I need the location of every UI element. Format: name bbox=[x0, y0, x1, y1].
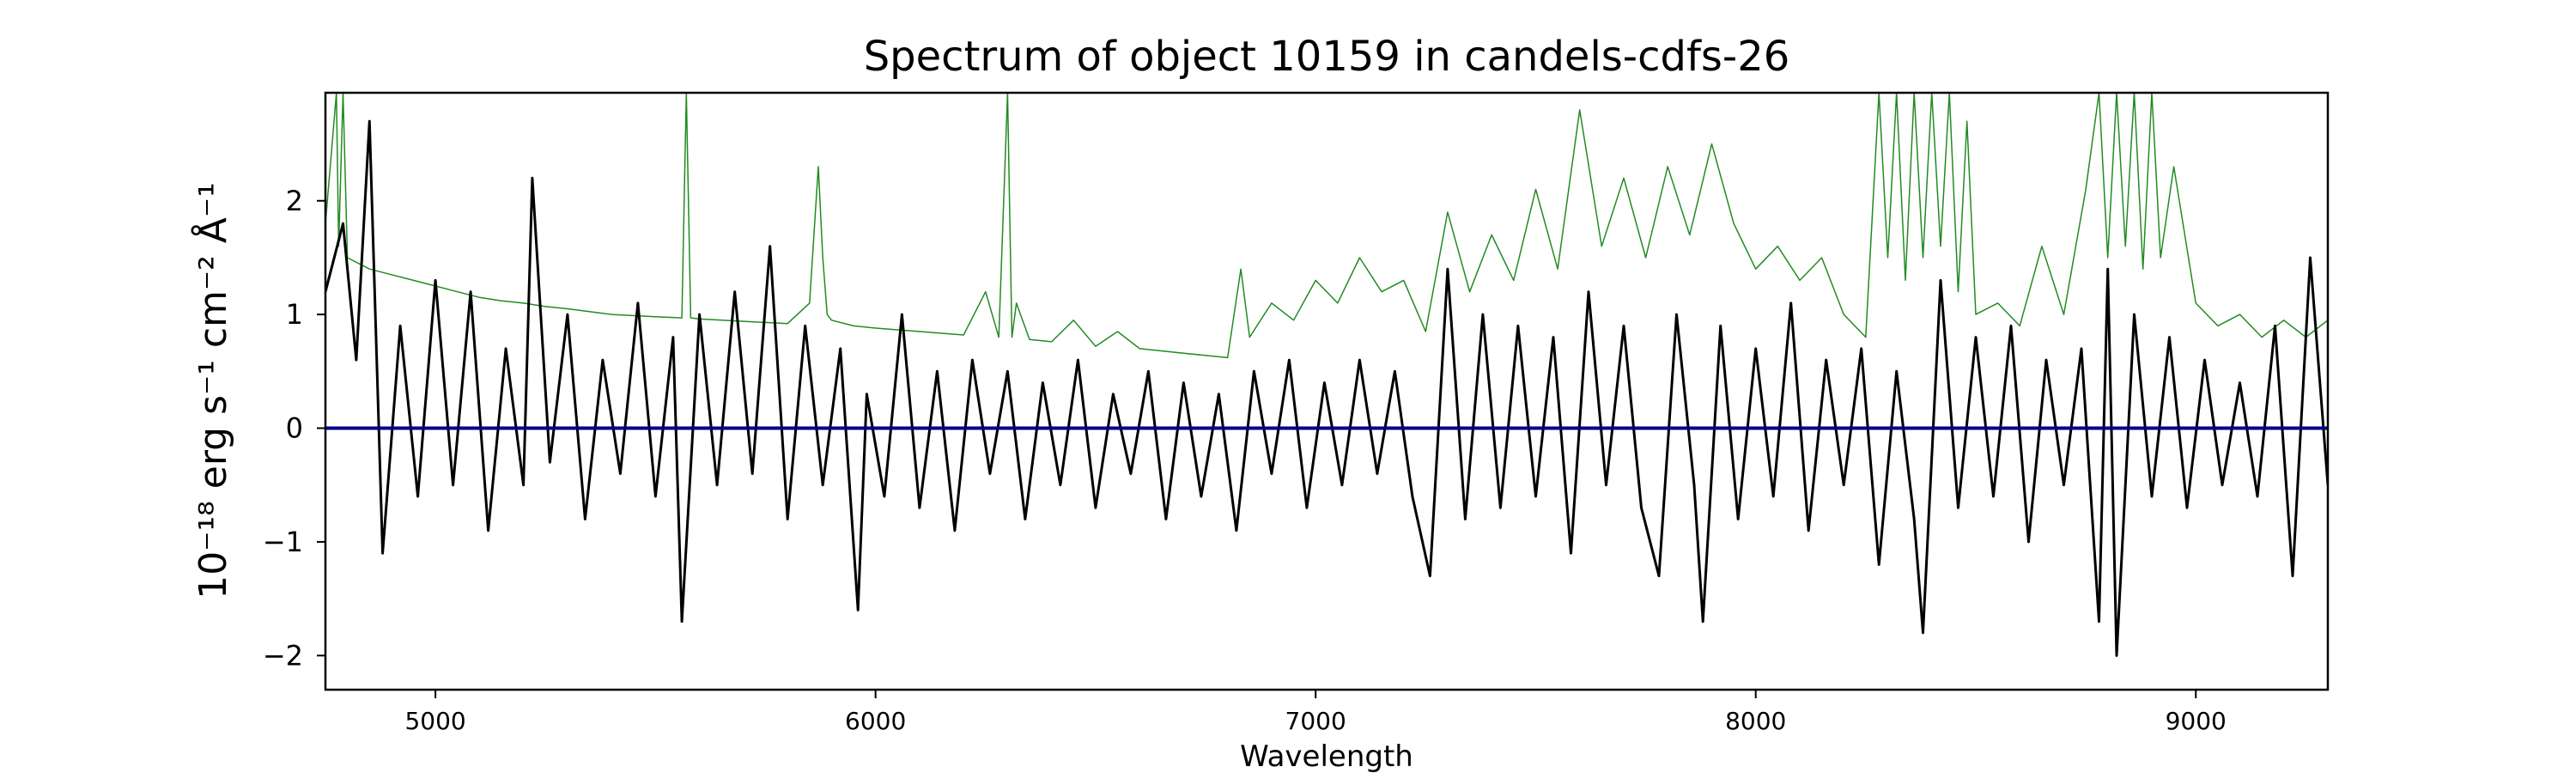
plot-frame bbox=[324, 91, 2330, 691]
x-tick-label: 6000 bbox=[845, 707, 906, 735]
y-tick-label: −1 bbox=[263, 526, 303, 558]
y-tick-label: −2 bbox=[263, 639, 303, 672]
x-tick-label: 5000 bbox=[404, 707, 465, 735]
y-tick-label: 0 bbox=[286, 412, 303, 445]
x-tick-label: 9000 bbox=[2166, 707, 2227, 735]
y-tick-label: 2 bbox=[286, 185, 303, 217]
series-line-flux bbox=[325, 119, 2328, 657]
x-tick-label: 7000 bbox=[1285, 707, 1346, 735]
series-line-model bbox=[325, 93, 2328, 359]
series-layer bbox=[325, 93, 2328, 657]
y-axis: −2 −1 0 1 2 bbox=[263, 185, 325, 672]
x-axis: 5000 6000 7000 8000 9000 bbox=[404, 690, 2227, 735]
y-tick-label: 1 bbox=[286, 298, 303, 331]
y-axis-label: 10⁻¹⁸ erg s⁻¹ cm⁻² Å⁻¹ bbox=[190, 182, 235, 599]
x-axis-label: Wavelength bbox=[1240, 740, 1413, 773]
x-tick-label: 8000 bbox=[1725, 707, 1786, 735]
chart-title: Spectrum of object 10159 in candels-cdfs… bbox=[864, 33, 1790, 81]
